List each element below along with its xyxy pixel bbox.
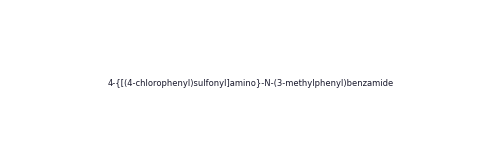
Text: 4-{[(4-chlorophenyl)sulfonyl]amino}-N-(3-methylphenyl)benzamide: 4-{[(4-chlorophenyl)sulfonyl]amino}-N-(3… — [107, 79, 394, 87]
